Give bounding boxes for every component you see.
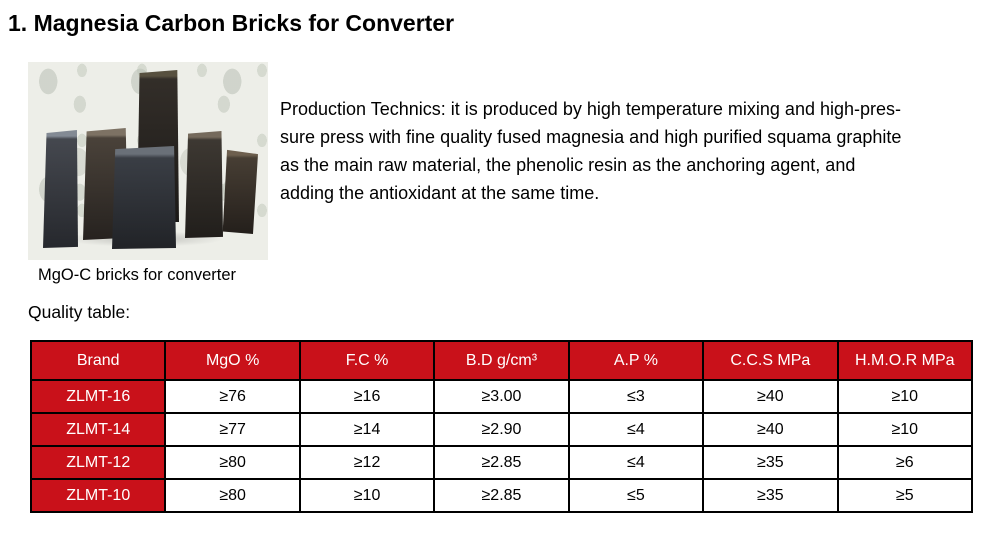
value-cell: ≥10 (298, 478, 436, 513)
paragraph-line: Production Technics: it is produced by h… (280, 99, 901, 119)
value-cell: ≥40 (702, 412, 839, 447)
brick-shape (43, 130, 78, 248)
value-cell: ≤4 (567, 445, 705, 480)
production-paragraph: Production Technics: it is produced by h… (280, 95, 995, 207)
value-cell: ≥80 (164, 478, 301, 513)
table-row: ZLMT-16 ≥76 ≥16 ≥3.00 ≤3 ≥40 ≥10 (29, 379, 974, 414)
value-cell: ≤4 (567, 412, 705, 447)
value-cell: ≥35 (702, 478, 839, 513)
table-row: ZLMT-10 ≥80 ≥10 ≥2.85 ≤5 ≥35 ≥5 (29, 478, 974, 513)
header-cell-ap: A.P % (567, 340, 705, 381)
value-cell: ≥10 (836, 412, 974, 447)
header-cell-mgo: MgO % (164, 340, 301, 381)
value-cell: ≥80 (164, 445, 301, 480)
header-cell-ccs: C.C.S MPa (702, 340, 839, 381)
brick-shape (185, 131, 223, 238)
header-cell-brand: Brand (29, 340, 167, 381)
value-cell: ≥12 (298, 445, 436, 480)
value-cell: ≥2.85 (433, 445, 570, 480)
paragraph-line: as the main raw material, the phenolic r… (280, 155, 856, 175)
header-row: Brand MgO % F.C % B.D g/cm³ A.P % C.C.S … (29, 340, 974, 381)
header-cell-hmor: H.M.O.R MPa (836, 340, 974, 381)
header-cell-fc: F.C % (298, 340, 436, 381)
value-cell: ≥77 (164, 412, 301, 447)
product-photo (28, 62, 268, 260)
value-cell: ≥6 (836, 445, 974, 480)
brand-cell: ZLMT-12 (29, 445, 167, 480)
value-cell: ≥10 (836, 379, 974, 414)
value-cell: ≤5 (567, 478, 705, 513)
value-cell: ≥35 (702, 445, 839, 480)
value-cell: ≥14 (298, 412, 436, 447)
paragraph-line: adding the antioxidant at the same time. (280, 183, 600, 203)
quality-table: Brand MgO % F.C % B.D g/cm³ A.P % C.C.S … (29, 340, 974, 513)
value-cell: ≥40 (702, 379, 839, 414)
value-cell: ≥76 (164, 379, 301, 414)
table-row: ZLMT-14 ≥77 ≥14 ≥2.90 ≤4 ≥40 ≥10 (29, 412, 974, 447)
brand-cell: ZLMT-14 (29, 412, 167, 447)
brick-shape (222, 149, 258, 234)
value-cell: ≥16 (298, 379, 436, 414)
header-cell-bd: B.D g/cm³ (433, 340, 570, 381)
page-title: 1. Magnesia Carbon Bricks for Converter (8, 10, 455, 36)
photo-caption: MgO-C bricks for converter (38, 266, 237, 284)
brand-cell: ZLMT-16 (29, 379, 167, 414)
brick-shape (112, 146, 176, 249)
quality-table-header: Brand MgO % F.C % B.D g/cm³ A.P % C.C.S … (29, 340, 974, 381)
paragraph-line: sure press with fine quality fused magne… (280, 127, 902, 147)
value-cell: ≥2.85 (433, 478, 570, 513)
value-cell: ≥5 (836, 478, 974, 513)
value-cell: ≥3.00 (433, 379, 570, 414)
value-cell: ≥2.90 (433, 412, 570, 447)
quality-table-body: ZLMT-16 ≥76 ≥16 ≥3.00 ≤3 ≥40 ≥10 ZLMT-14… (29, 379, 974, 513)
brand-cell: ZLMT-10 (29, 478, 167, 513)
table-row: ZLMT-12 ≥80 ≥12 ≥2.85 ≤4 ≥35 ≥6 (29, 445, 974, 480)
value-cell: ≤3 (567, 379, 705, 414)
quality-table-label: Quality table: (28, 302, 131, 322)
